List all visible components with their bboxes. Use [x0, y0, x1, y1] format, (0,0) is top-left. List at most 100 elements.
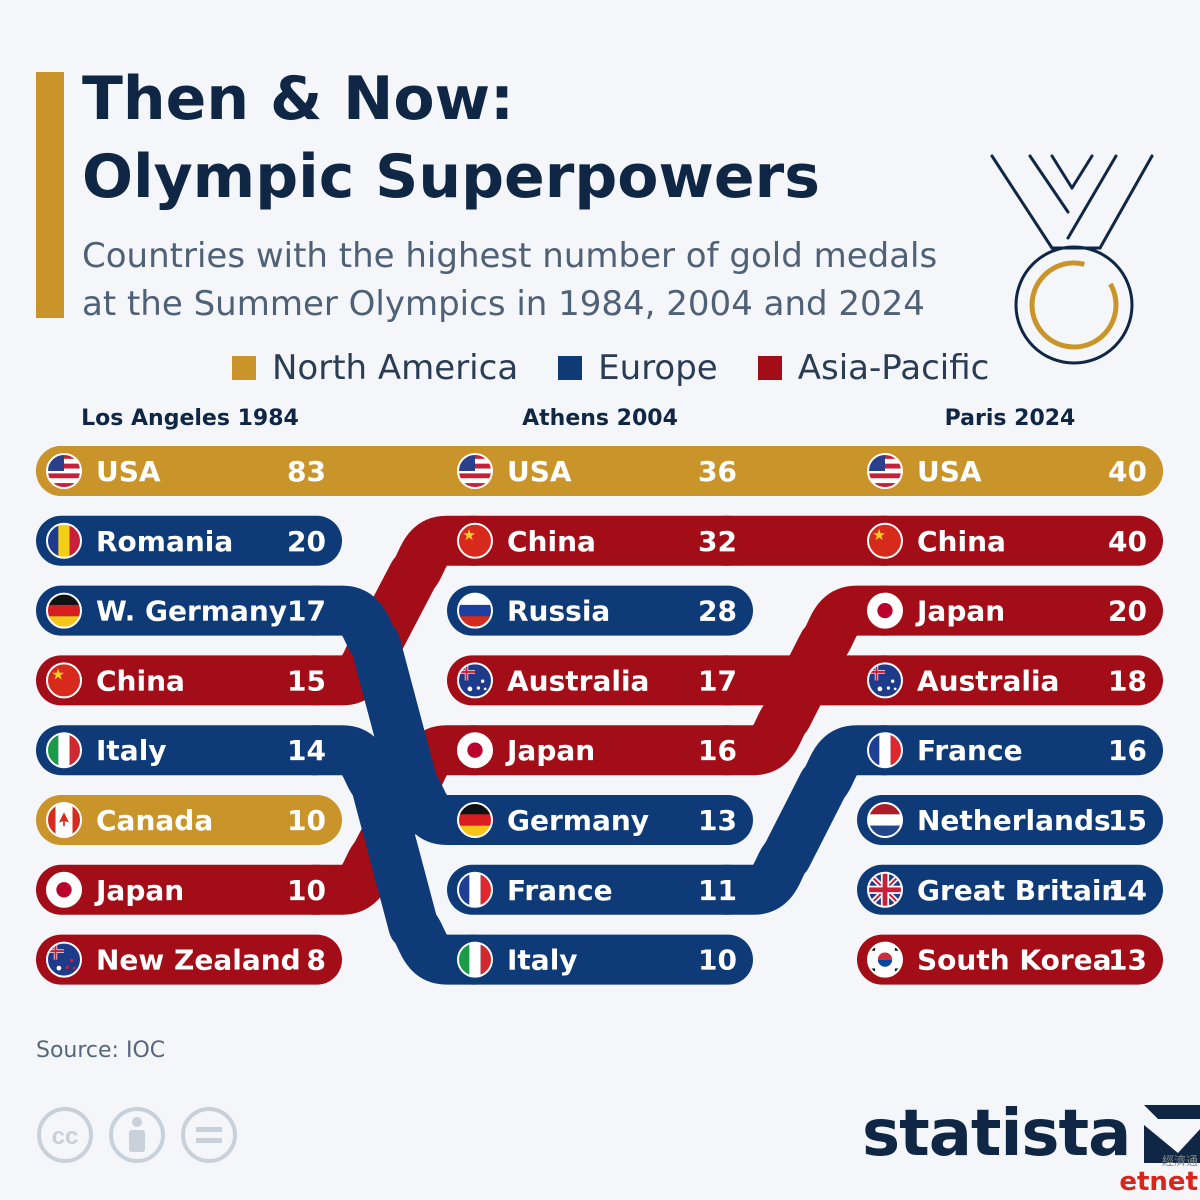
- source-note: Source: IOC: [36, 1038, 166, 1063]
- flag-south-korea-icon: [867, 941, 903, 978]
- pill: [857, 795, 1163, 845]
- statista-logo: statista: [862, 1098, 1200, 1170]
- pill: [857, 515, 1163, 566]
- medal-value: 15: [1108, 804, 1147, 837]
- flag-japan-icon: [457, 732, 493, 769]
- country-label: China: [96, 664, 185, 697]
- country-label: Netherlands: [917, 804, 1111, 837]
- row-los-angeles-1984-w-germany: W. Germany 17: [36, 585, 342, 636]
- subtitle-line-1: Countries with the highest number of gol…: [82, 236, 938, 276]
- country-label: Japan: [505, 734, 595, 767]
- medal-value: 83: [287, 455, 326, 488]
- medal-value: 20: [1108, 595, 1147, 628]
- pill: [447, 725, 753, 776]
- flag-australia-icon: [457, 662, 493, 699]
- attribution-icon: [109, 1107, 165, 1163]
- flag-canada-icon: [46, 802, 82, 838]
- flag-france-icon: [867, 732, 903, 769]
- pill: [447, 446, 753, 496]
- row-los-angeles-1984-usa: USA 83: [36, 446, 342, 496]
- link-china-los-angeles-1984-athens-2004: [312, 515, 477, 706]
- pill: [857, 725, 1163, 776]
- medal-value: 15: [287, 664, 326, 697]
- flag-new-zealand-icon: [46, 941, 82, 978]
- svg-text:★: ★: [51, 666, 65, 684]
- flag-usa-icon: [867, 453, 903, 489]
- country-label: Germany: [507, 804, 649, 837]
- flag-germany-icon: [46, 592, 82, 629]
- pill: [36, 795, 342, 845]
- legend-swatch-north-america: [232, 356, 256, 380]
- medal-value: 10: [287, 804, 326, 837]
- pill: [447, 864, 753, 915]
- row-athens-2004-russia: Russia 28: [447, 585, 753, 636]
- pill: [36, 515, 342, 566]
- row-paris-2024-australia: Australia 18: [857, 655, 1163, 706]
- flag-china-icon: ★: [867, 522, 903, 559]
- pill: [36, 655, 342, 706]
- medal-value: 11: [698, 874, 737, 907]
- country-label: Australia: [507, 664, 649, 697]
- legend-item-north-america: North America: [232, 348, 518, 388]
- subtitle-line-2: at the Summer Olympics in 1984, 2004 and…: [82, 284, 925, 324]
- country-label: USA: [96, 455, 161, 488]
- pill: [36, 725, 342, 776]
- subtitle: Countries with the highest number of gol…: [82, 232, 1022, 328]
- row-los-angeles-1984-china: ★ China 15: [36, 655, 342, 706]
- row-paris-2024-france: France 16: [857, 725, 1163, 776]
- country-label: Japan: [94, 874, 184, 907]
- pill: [447, 585, 753, 636]
- flag-italy-icon: [46, 732, 82, 769]
- medal-value: 17: [698, 664, 737, 697]
- flag-usa-icon: [46, 453, 82, 489]
- flag-germany-icon: [457, 802, 493, 838]
- svg-text:★: ★: [872, 526, 886, 544]
- pill: [447, 934, 753, 985]
- row-los-angeles-1984-canada: Canada 10: [36, 795, 342, 845]
- row-los-angeles-1984-romania: Romania 20: [36, 515, 342, 566]
- country-label: Romania: [96, 525, 233, 558]
- row-los-angeles-1984-new-zealand: New Zealand 8: [36, 934, 342, 985]
- country-label: France: [917, 734, 1023, 767]
- page-title: Then & Now: Olympic Superpowers: [82, 60, 820, 216]
- medal-value: 10: [287, 874, 326, 907]
- column-header-paris-2024: Paris 2024: [945, 406, 1076, 431]
- row-athens-2004-usa: USA 36: [447, 446, 753, 496]
- medal-value: 40: [1108, 455, 1147, 488]
- pill: [447, 795, 753, 845]
- flag-japan-icon: [867, 592, 903, 629]
- medal-value: 14: [287, 734, 326, 767]
- legend-item-europe: Europe: [558, 348, 718, 388]
- row-paris-2024-china: ★ China 40: [857, 515, 1163, 566]
- country-label: Canada: [96, 804, 213, 837]
- medal-value: 20: [287, 525, 326, 558]
- legend-swatch-asia-pacific: [757, 356, 782, 380]
- row-athens-2004-china: ★ China 32: [447, 515, 753, 566]
- country-label: Great Britain: [917, 874, 1121, 907]
- row-athens-2004-australia: Australia 17: [447, 655, 753, 706]
- flag-netherlands-icon: [867, 802, 903, 838]
- medal-value: 13: [698, 804, 737, 837]
- statista-logo-text: statista: [862, 1097, 1131, 1171]
- country-label: China: [917, 525, 1006, 558]
- pill: [36, 864, 342, 915]
- link-italy-los-angeles-1984-athens-2004: [312, 725, 477, 985]
- flag-china-icon: ★: [46, 662, 82, 699]
- medal-value: 18: [1108, 664, 1147, 697]
- flag-italy-icon: [457, 941, 493, 978]
- legend: North America Europe Asia-Pacific: [232, 348, 989, 388]
- pill: [857, 934, 1163, 985]
- row-los-angeles-1984-japan: Japan 10: [36, 864, 342, 915]
- svg-text:★: ★: [462, 526, 476, 544]
- pill: [36, 585, 342, 636]
- country-label: Italy: [507, 944, 578, 977]
- row-paris-2024-usa: USA 40: [857, 446, 1163, 496]
- country-label: France: [507, 874, 613, 907]
- country-label: New Zealand: [96, 944, 301, 977]
- pill: [36, 446, 342, 496]
- medal-value: 16: [698, 734, 737, 767]
- medal-value: 40: [1108, 525, 1147, 558]
- legend-label-north-america: North America: [272, 348, 519, 388]
